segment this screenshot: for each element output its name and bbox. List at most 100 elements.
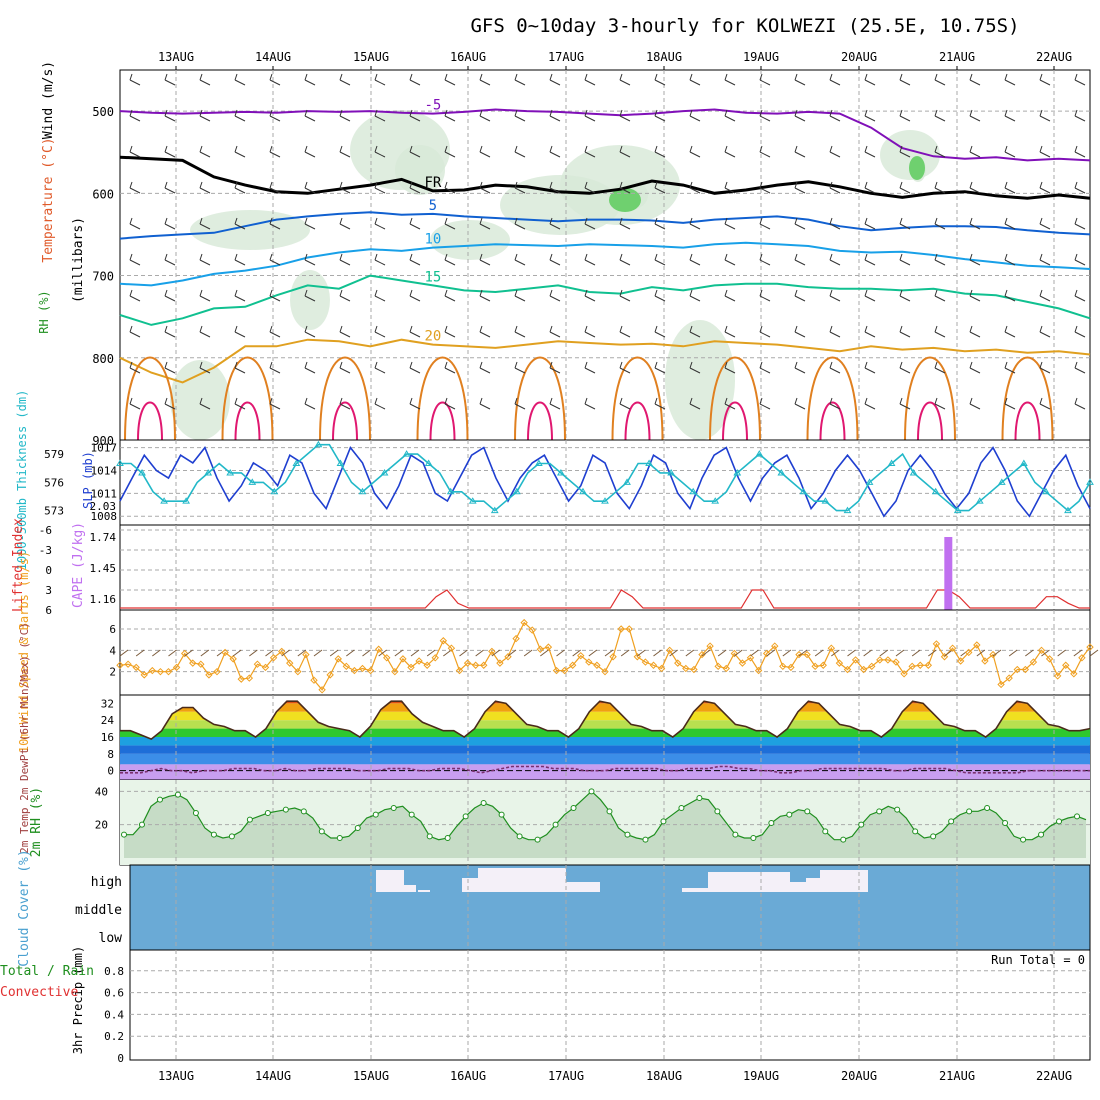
wind-point [504,653,512,661]
thickness-point [601,497,609,504]
rh-point [156,796,163,803]
wind-barb [234,181,246,194]
wind-point [480,661,488,669]
wind-point [488,647,496,656]
wind-barb [1004,289,1016,302]
thickness-point [182,497,191,504]
wind-barb [899,181,911,194]
series-wind-speed [119,621,1091,691]
wind-barb [514,361,526,374]
wind-barb [864,73,876,86]
wind-point [366,666,375,675]
wind-barb [969,217,981,230]
wind-barb [164,397,176,410]
wind-barb [584,397,596,410]
wind-point [205,671,213,679]
wind-barb [934,73,946,86]
wind-point [463,659,472,667]
wind-point [342,662,351,671]
wind-barb [1004,109,1016,122]
panel-label: 2m RH (%) [29,787,44,857]
date-label: 18AUG [646,50,682,64]
surface-barb [1008,649,1018,657]
wind-point [682,664,690,673]
panel-thickness-slp: 1008 1011 1014 1017 573 576 579 [44,439,1094,526]
wind-barb [934,289,946,302]
wind-point [374,645,383,653]
wind-barb [199,361,211,374]
wind-point [560,666,569,675]
wind-barb [584,145,596,158]
wind-barb [514,73,526,86]
surface-barb [281,649,290,657]
isotherm-label: 20 [424,329,441,345]
cape-bar [944,537,953,610]
surface-barb [119,649,129,657]
isotherm-30 [722,401,748,441]
rh-point [858,821,865,828]
wind-barb [654,361,666,374]
date-label: 18AUG [646,1069,682,1083]
wind-point [762,649,771,658]
wind-barb [619,181,631,194]
wind-barb [479,181,491,194]
wind-barb [864,109,876,122]
isotherm-25 [124,356,176,441]
slp-tick: 1014 [91,464,118,477]
wind-point [714,662,722,671]
surface-barb [507,649,517,657]
rh-point [552,821,559,828]
wind-barb [619,397,631,410]
wind-barb [934,181,946,194]
panel-label: RH (%) [37,290,51,333]
temp-tick: 24 [101,714,115,727]
wind-point [1053,672,1062,680]
wind-barb [409,397,421,410]
rh-point [228,833,235,840]
wind-barb [794,145,806,158]
chart-title: GFS 0~10day 3-hourly for KOLWEZI (25.5E,… [470,15,1019,37]
wind-barb [829,217,841,230]
wind-barb [269,289,281,302]
wind-barb [619,217,631,230]
rh-shading [430,220,510,260]
date-label: 14AUG [255,50,291,64]
wind-barb [269,181,281,194]
wind-barb [409,145,421,158]
series-temp2m [120,700,1091,741]
wind-barb [969,253,981,266]
precip-tick: 0.6 [104,987,124,1000]
wind-barb [864,145,876,158]
wind-barb [899,73,911,86]
wind-barb [479,73,491,86]
wind-barb [129,181,141,194]
wind-point [391,667,399,676]
wind-barb [759,397,771,410]
surface-barb [928,649,937,657]
pressure-tick: 500 [92,105,114,119]
wind-barb [269,217,281,230]
wind-barb [689,73,701,86]
surface-barb [362,649,371,657]
wind-barb [724,361,736,374]
wind-barb [374,109,386,122]
wind-point [1045,655,1054,663]
date-label: 21AUG [939,50,975,64]
wind-barb [829,397,841,410]
wind-barb [199,181,211,194]
wind-barb [164,325,176,338]
wind-barb [1004,73,1016,86]
wind-point [787,663,795,672]
thickness-point [468,497,477,504]
surface-barb [410,649,420,657]
wind-barb [689,325,701,338]
wind-barb [1039,361,1051,374]
surface-barb [572,649,581,657]
wind-barb [934,217,946,230]
temp-band [120,703,1090,712]
thickness-point [226,468,235,476]
wind-barb [794,109,806,122]
wind-point [528,626,536,634]
surface-barb [459,649,468,657]
wind-barb [164,145,176,158]
